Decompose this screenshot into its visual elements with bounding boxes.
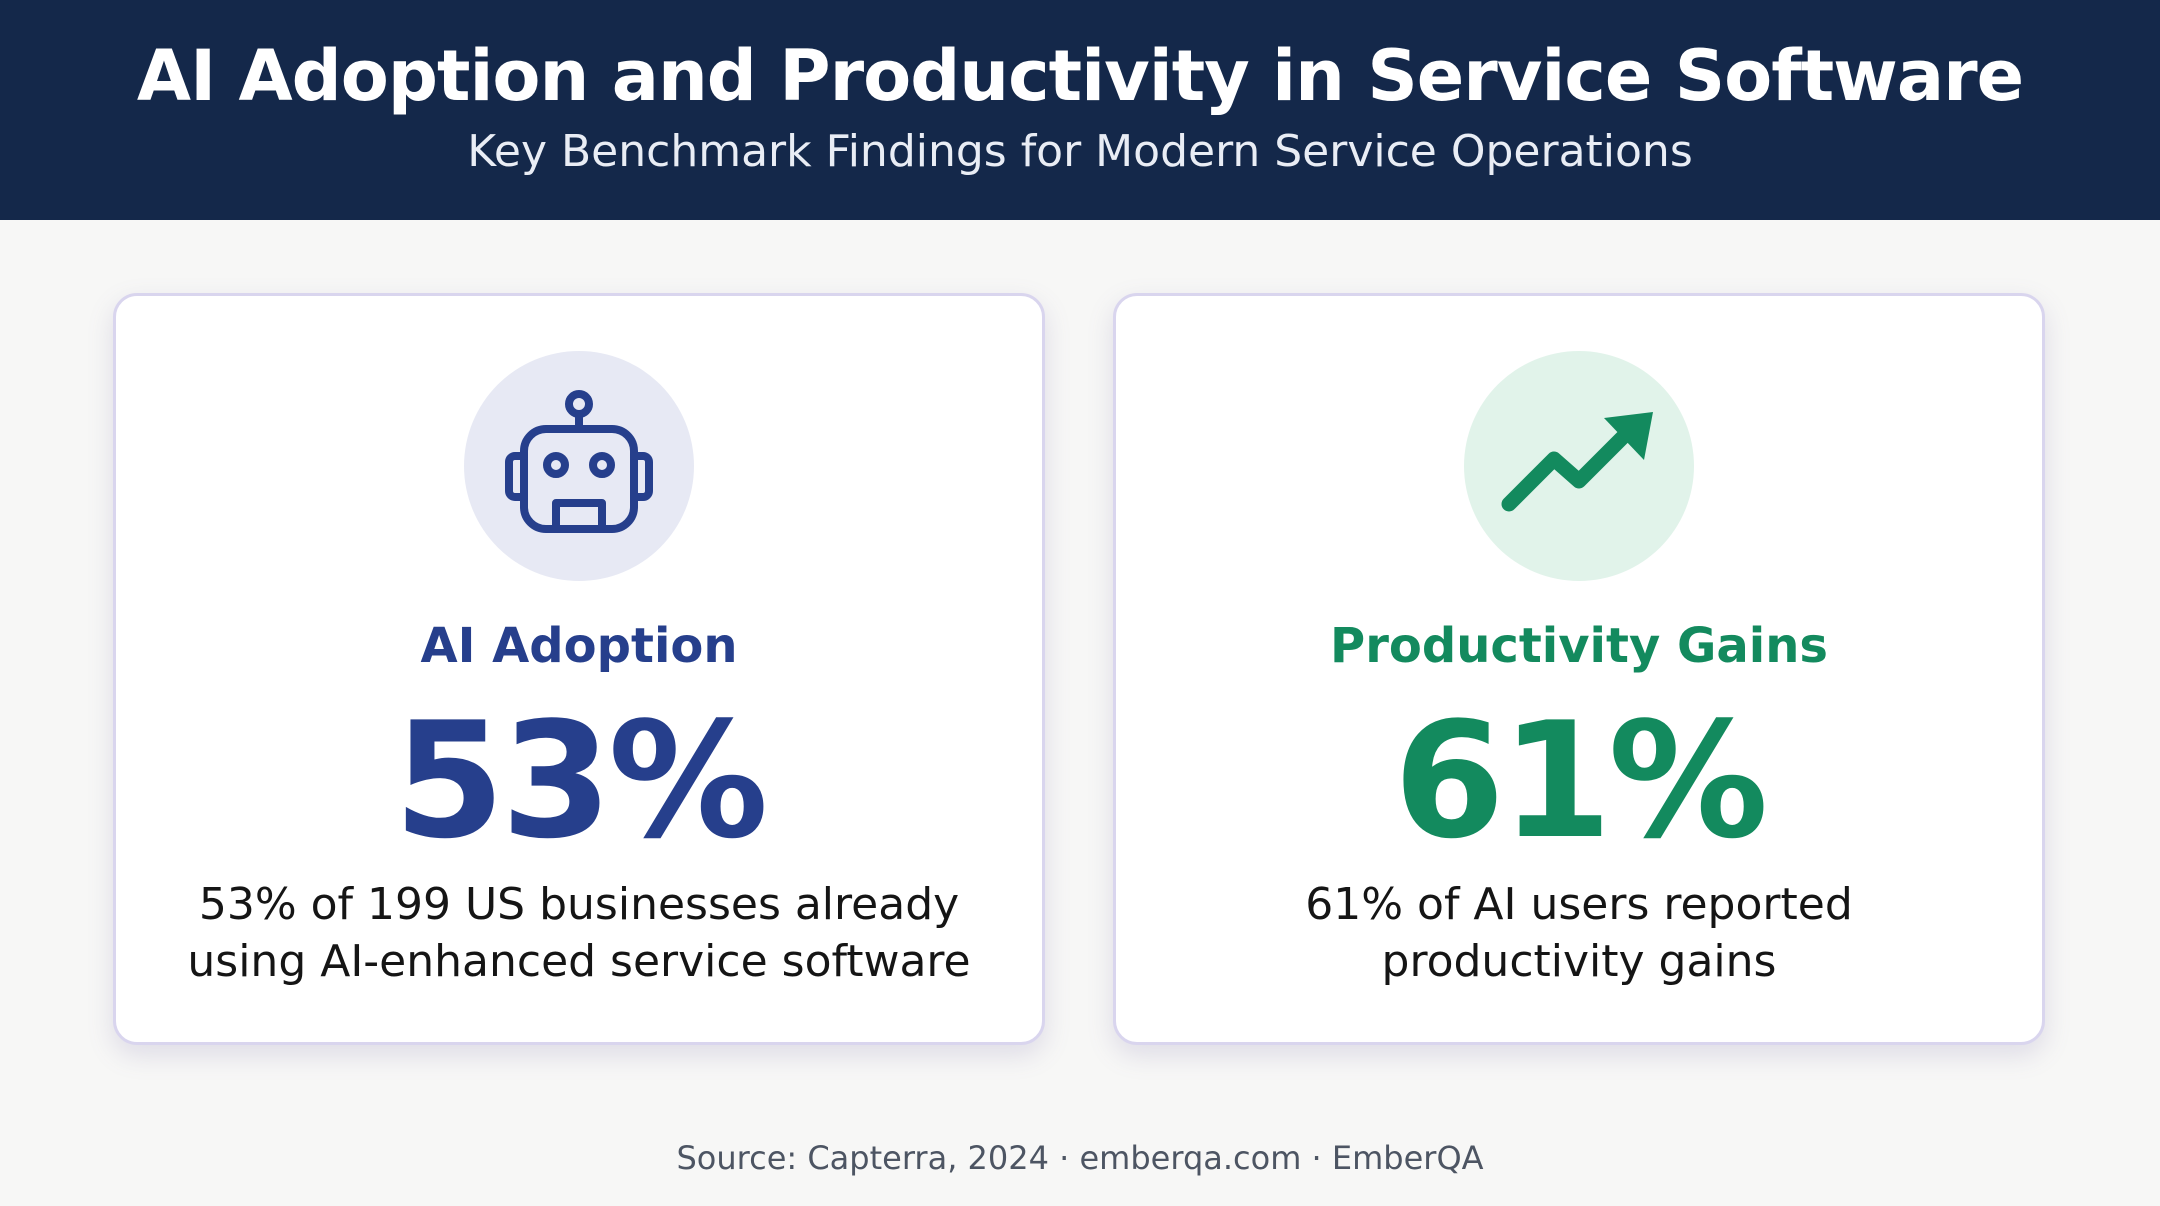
trend-icon-badge [1464, 351, 1694, 581]
card-description: 61% of AI users reported productivity ga… [1156, 876, 2002, 990]
description-line: 53% of 199 US businesses already [198, 879, 960, 930]
trending-up-arrow-icon [1501, 412, 1653, 512]
page-subtitle: Key Benchmark Findings for Modern Servic… [467, 126, 1693, 177]
stat-value: 53% [393, 687, 769, 874]
card-heading: Productivity Gains [1330, 618, 1828, 674]
source-citation: Source: Capterra, 2024 · emberqa.com · E… [676, 1139, 1484, 1177]
robot-icon [505, 390, 653, 533]
ai-adoption-card: AI Adoption 53% 53% of 199 US businesses… [113, 293, 1045, 1045]
productivity-gains-card: Productivity Gains 61% 61% of AI users r… [1113, 293, 2045, 1045]
header-banner: AI Adoption and Productivity in Service … [0, 0, 2160, 220]
description-line: using AI-enhanced service software [187, 936, 971, 987]
page-title: AI Adoption and Productivity in Service … [136, 35, 2024, 117]
card-description: 53% of 199 US businesses already using A… [156, 876, 1002, 990]
description-line: 61% of AI users reported [1305, 879, 1853, 930]
description-line: productivity gains [1381, 936, 1777, 987]
stat-value: 61% [1393, 687, 1769, 874]
card-heading: AI Adoption [420, 618, 738, 674]
robot-icon-badge [464, 351, 694, 581]
